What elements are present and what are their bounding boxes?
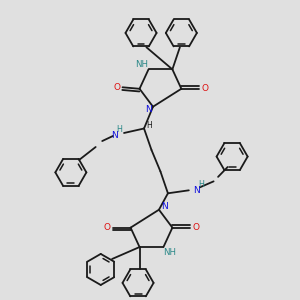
Text: NH: NH xyxy=(164,248,176,257)
Text: O: O xyxy=(114,83,121,92)
Text: O: O xyxy=(104,223,111,232)
Text: N: N xyxy=(194,186,200,195)
Text: NH: NH xyxy=(135,59,148,68)
Text: N: N xyxy=(145,105,152,114)
Text: O: O xyxy=(201,84,208,93)
Text: O: O xyxy=(192,223,199,232)
Text: H: H xyxy=(116,124,122,134)
Text: H: H xyxy=(146,121,152,130)
Text: N: N xyxy=(111,130,118,140)
Text: N: N xyxy=(161,202,168,211)
Text: H: H xyxy=(199,180,205,189)
